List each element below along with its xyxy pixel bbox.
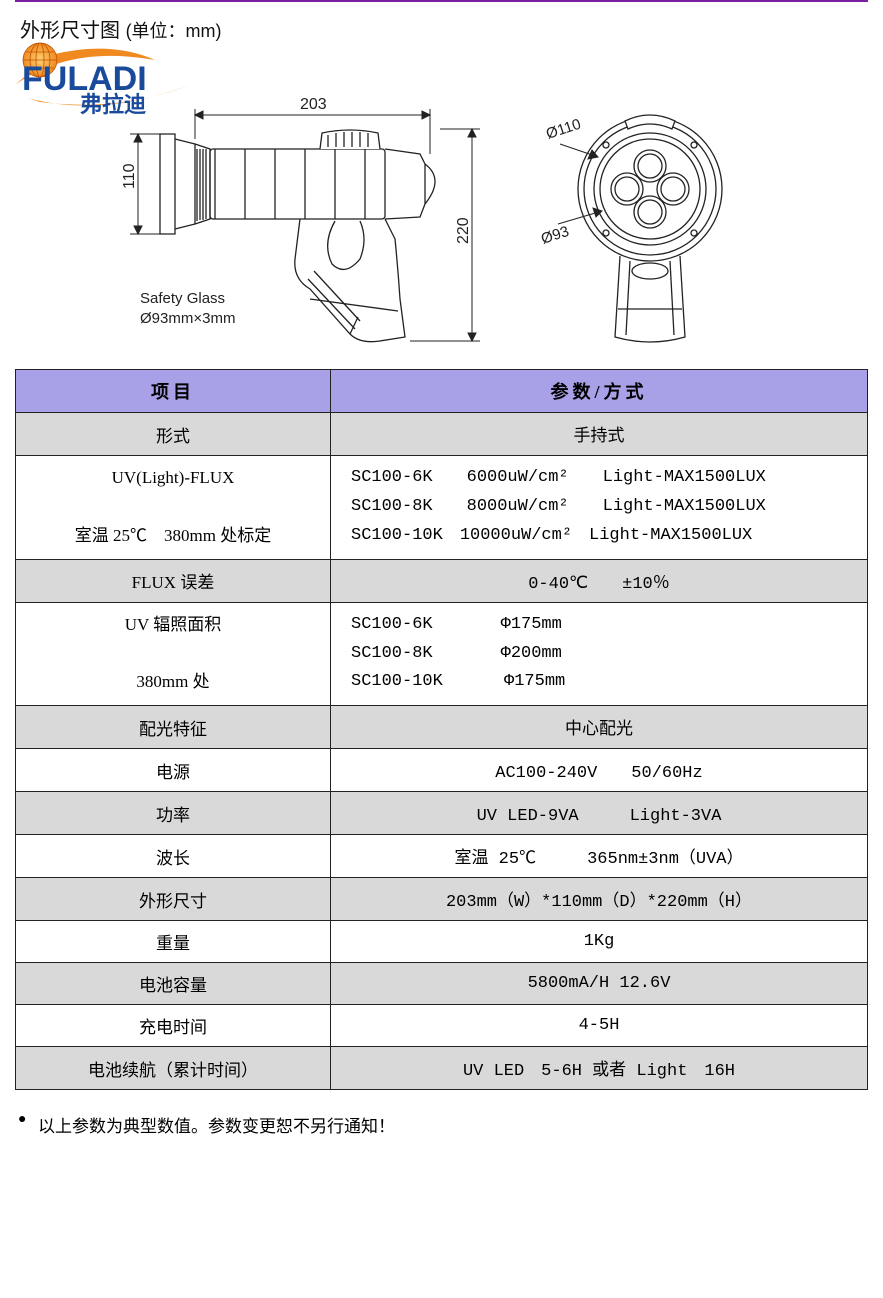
spec-item: FLUX 误差	[16, 559, 331, 602]
spec-table: 项目 参数/方式 形式手持式UV(Light)-FLUX室温 25℃ 380mm…	[15, 369, 868, 1090]
spec-item: 重量	[16, 921, 331, 963]
logo-cn: 弗拉迪	[80, 92, 146, 117]
spec-item: 电池续航（累计时间）	[16, 1047, 331, 1090]
spec-value: 4-5H	[331, 1005, 868, 1047]
table-row: 电源AC100-240V 50/60Hz	[16, 749, 868, 792]
table-row: UV(Light)-FLUX室温 25℃ 380mm 处标定SC100-6K 6…	[16, 456, 868, 560]
table-row: 外形尺寸203mm（W）*110mm（D）*220mm（H）	[16, 878, 868, 921]
spec-item: 波长	[16, 835, 331, 878]
table-row: 形式手持式	[16, 413, 868, 456]
spec-item: 电源	[16, 749, 331, 792]
table-row: 配光特征中心配光	[16, 706, 868, 749]
spec-value: 5800mA/H 12.6V	[331, 963, 868, 1005]
footer-note: 以上参数为典型数值。参数变更恕不另行通知！	[0, 1090, 883, 1157]
table-row: 电池续航（累计时间）UV LED 5-6H 或者 Light 16H	[16, 1047, 868, 1090]
table-row: UV 辐照面积380mm 处SC100-6K Φ175mmSC100-8K Φ2…	[16, 602, 868, 706]
spec-item: 外形尺寸	[16, 878, 331, 921]
spec-value: 203mm（W）*110mm（D）*220mm（H）	[331, 878, 868, 921]
dim-front-outer: Ø110	[544, 116, 583, 143]
spec-value: SC100-6K Φ175mmSC100-8K Φ200mmSC100-10K …	[331, 602, 868, 706]
th-param: 参数/方式	[331, 370, 868, 413]
dim-height: 220	[455, 217, 472, 244]
spec-item: 电池容量	[16, 963, 331, 1005]
spec-value: SC100-6K 6000uW/cm² Light-MAX1500LUXSC10…	[331, 456, 868, 560]
safety-glass-label: Safety Glass Ø93mm×3mm	[140, 289, 235, 328]
spec-value: 1Kg	[331, 921, 868, 963]
spec-value: UV LED-9VA Light-3VA	[331, 792, 868, 835]
spec-item: 充电时间	[16, 1005, 331, 1047]
spec-value: AC100-240V 50/60Hz	[331, 749, 868, 792]
spec-value: 0-40℃ ±10％	[331, 559, 868, 602]
table-row: 功率UV LED-9VA Light-3VA	[16, 792, 868, 835]
spec-item: 功率	[16, 792, 331, 835]
spec-value: 手持式	[331, 413, 868, 456]
spec-item: UV(Light)-FLUX室温 25℃ 380mm 处标定	[16, 456, 331, 560]
th-item: 项目	[16, 370, 331, 413]
table-row: 电池容量5800mA/H 12.6V	[16, 963, 868, 1005]
spec-value: 中心配光	[331, 706, 868, 749]
dim-front-inner: Ø93	[539, 223, 571, 248]
spec-item: UV 辐照面积380mm 处	[16, 602, 331, 706]
brand-logo: FULADI 弗拉迪	[10, 30, 220, 120]
dim-head: 110	[121, 163, 138, 189]
spec-value: 室温 25℃ 365nm±3nm（UVA）	[331, 835, 868, 878]
spec-item: 形式	[16, 413, 331, 456]
spec-item: 配光特征	[16, 706, 331, 749]
spec-value: UV LED 5-6H 或者 Light 16H	[331, 1047, 868, 1090]
table-row: FLUX 误差0-40℃ ±10％	[16, 559, 868, 602]
table-row: 充电时间4-5H	[16, 1005, 868, 1047]
dim-length: 203	[300, 96, 327, 113]
table-row: 重量1Kg	[16, 921, 868, 963]
table-row: 波长室温 25℃ 365nm±3nm（UVA）	[16, 835, 868, 878]
